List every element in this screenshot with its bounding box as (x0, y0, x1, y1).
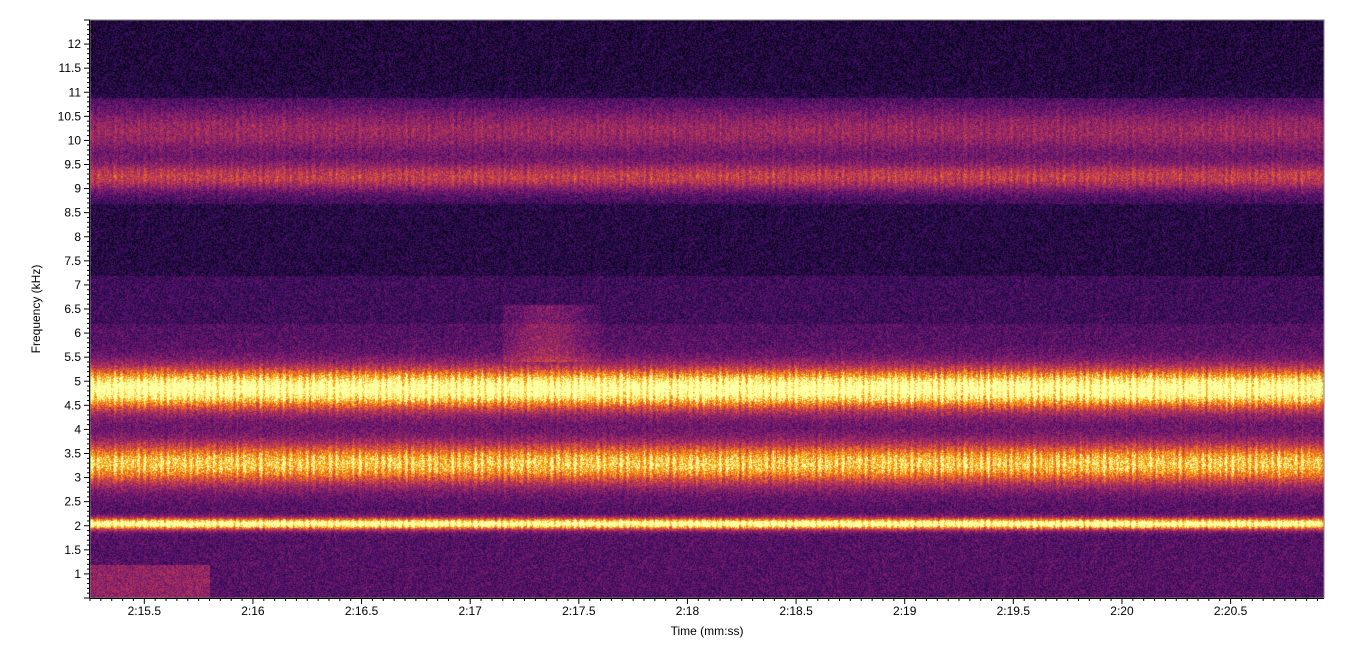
y-tick-label: 6.5 (64, 302, 81, 316)
y-tick-label: 5 (74, 374, 81, 388)
y-tick-label: 5.5 (64, 350, 81, 364)
y-tick-label: 10 (68, 133, 82, 147)
y-tick-label: 8.5 (64, 206, 81, 220)
y-tick-label: 1 (74, 567, 81, 581)
x-axis-title: Time (mm:ss) (671, 624, 744, 638)
y-tick-label: 7.5 (64, 254, 81, 268)
x-axis: 2:15.5 2:16 2:16.5 2:17 2:17.5 2:18 2:18.5 2:19… (89, 598, 1324, 618)
y-tick-label: 9.5 (64, 158, 81, 172)
y-tick-label: 4.5 (64, 398, 81, 412)
y-tick-label: 10.5 (58, 109, 82, 123)
y-axis-title: Frequency (kHz) (29, 265, 43, 354)
x-tick-label: 2:20 (1110, 604, 1134, 618)
y-tick-label: 3.5 (64, 447, 81, 461)
y-tick-label: 2 (74, 519, 81, 533)
spectrogram-heatmap (90, 20, 1324, 598)
x-tick-label: 2:15.5 (128, 604, 162, 618)
y-tick-label: 1.5 (64, 543, 81, 557)
y-tick-label: 6 (74, 326, 81, 340)
x-tick-label: 2:17 (459, 604, 483, 618)
y-tick-label: 7 (74, 278, 81, 292)
x-tick-label: 2:18.5 (779, 604, 813, 618)
y-tick-label: 12 (68, 37, 82, 51)
x-tick-label: 2:16.5 (345, 604, 379, 618)
x-tick-label: 2:19 (893, 604, 917, 618)
y-tick-label: 4 (74, 422, 81, 436)
y-axis: 11.522.533.544.555.566.577.588.599.51010… (58, 19, 90, 599)
x-tick-label: 2:18 (676, 604, 700, 618)
x-tick-label: 2:16 (241, 604, 265, 618)
y-tick-label: 9 (74, 182, 81, 196)
y-tick-label: 8 (74, 230, 81, 244)
y-tick-label: 3 (74, 471, 81, 485)
x-tick-label: 2:17.5 (562, 604, 596, 618)
x-tick-label: 2:20.5 (1214, 604, 1248, 618)
y-tick-label: 11 (69, 85, 82, 99)
y-tick-label: 2.5 (64, 495, 81, 509)
y-tick-label: 11.5 (59, 61, 82, 75)
x-tick-label: 2:19.5 (997, 604, 1031, 618)
